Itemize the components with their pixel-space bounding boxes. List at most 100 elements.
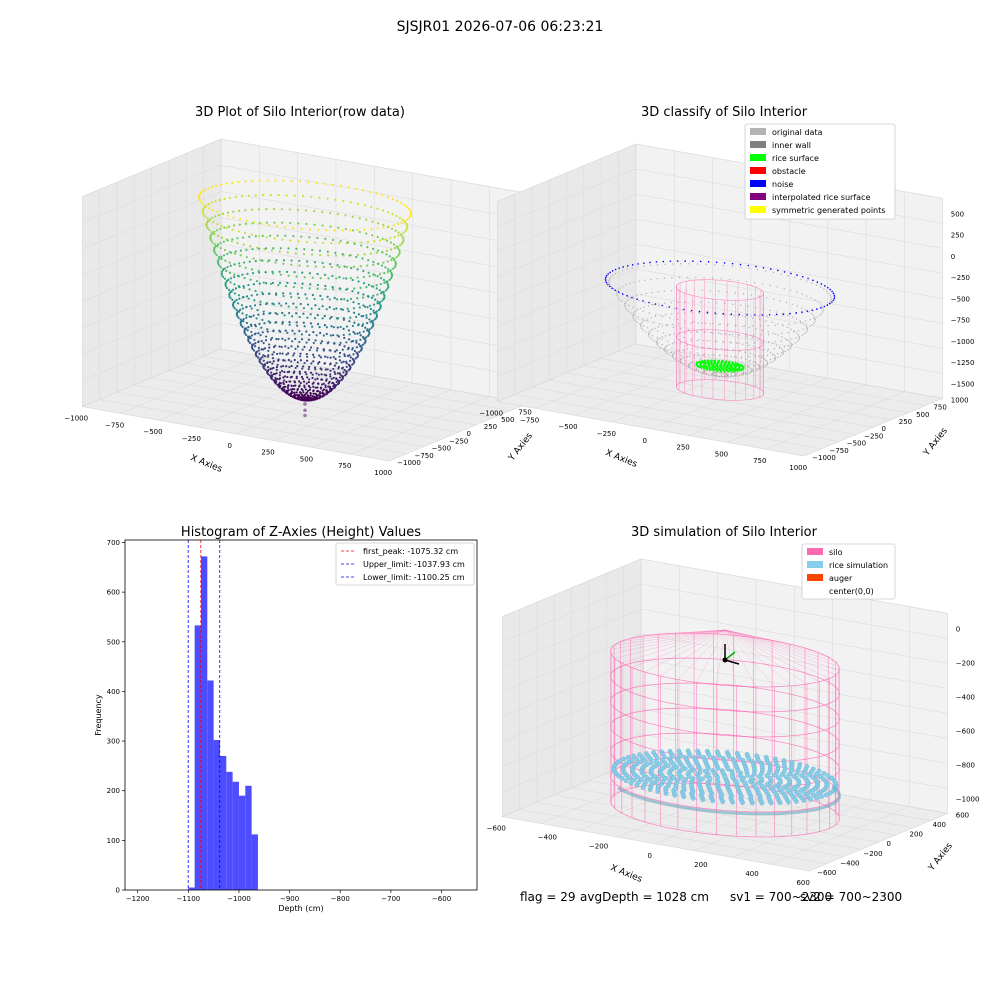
p1-bowl-point	[271, 270, 274, 273]
p4-z-tick-label: −800	[956, 761, 975, 769]
p1-bowl-point	[238, 223, 241, 226]
p4-silo-ring	[610, 632, 840, 688]
p2-original-point	[684, 363, 686, 365]
p2-rice-point	[722, 364, 725, 367]
p1-y-tick-label: 500	[501, 416, 514, 424]
p2-grid-line	[618, 350, 926, 406]
p1-bowl-point	[372, 285, 375, 288]
p1-grid-line	[203, 355, 511, 411]
p2-original-point	[761, 356, 763, 359]
p1-bowl-point	[316, 272, 319, 276]
p1-bowl-point	[245, 327, 248, 330]
p4-x-tick-label: −600	[487, 825, 506, 833]
p1-bowl-point	[298, 340, 301, 344]
p4-rice-point	[791, 773, 797, 779]
p1-bowl-point	[262, 359, 265, 362]
p1-bowl-point	[382, 292, 385, 295]
p4-rice-point	[819, 794, 825, 799]
p1-bowl-point	[270, 371, 273, 374]
p1-bowl-point	[225, 226, 229, 229]
p2-original-point	[748, 372, 750, 374]
p2-original-point	[801, 293, 803, 295]
p1-bowl-point	[295, 306, 298, 309]
p1-bowl-point	[358, 230, 361, 234]
p2-original-point	[696, 347, 699, 350]
p1-bowl-point	[340, 298, 343, 301]
p2-original-point	[683, 357, 685, 359]
p1-bowl-point	[351, 348, 354, 351]
p2-original-point	[767, 325, 769, 327]
p2-original-point	[814, 320, 816, 323]
p1-bowl-point	[406, 224, 409, 227]
p2-original-point	[636, 309, 639, 311]
p1-bowl-point	[358, 331, 361, 334]
p1-bowl-point	[282, 294, 285, 298]
p1-bowl-point	[275, 368, 278, 371]
p1-bowl-point	[299, 302, 302, 306]
p1-bowl-point	[295, 275, 298, 278]
p1-bowl-point	[309, 322, 313, 325]
p1-bowl-point	[227, 288, 231, 291]
p1-bowl-point	[285, 380, 288, 384]
p2-noise-point	[655, 261, 658, 263]
p1-bowl-point	[321, 305, 324, 308]
p2-original-point	[764, 365, 767, 367]
p4-z-tick-label: −600	[956, 727, 975, 735]
p1-bowl-point	[378, 273, 382, 276]
p2-original-point	[686, 276, 689, 279]
p1-bowl-point	[320, 373, 323, 376]
p2-original-point	[710, 331, 713, 334]
p4-rice-point	[825, 773, 831, 779]
p2-noise-point	[605, 281, 608, 284]
p1-bowl-point	[279, 371, 282, 374]
p1-bowl-point	[312, 353, 315, 356]
p1-bowl-point	[310, 253, 314, 256]
p1-bowl-point	[388, 255, 391, 258]
p2-original-point	[638, 299, 640, 302]
p1-bowl-point	[216, 223, 219, 226]
p2-original-point	[681, 358, 683, 360]
p2-z-tick-label: 0	[951, 253, 955, 261]
p2-rice-point	[734, 368, 738, 371]
p1-bowl-point	[304, 371, 307, 374]
p1-bowl-point	[409, 211, 413, 214]
p1-x-tick-label: 500	[300, 455, 313, 463]
p1-bowl-point	[261, 331, 264, 334]
p1-bowl-point	[262, 312, 265, 316]
p2-original-point	[748, 344, 750, 347]
p1-y-tick-label: 0	[466, 430, 470, 438]
p1-bowl-point	[250, 268, 254, 271]
p2-original-point	[734, 292, 737, 294]
p2-original-point	[715, 372, 718, 374]
p1-bowl-point	[332, 326, 336, 329]
p1-bowl-point	[255, 280, 259, 283]
p2-original-point	[624, 302, 626, 305]
p2-original-point	[819, 303, 821, 305]
p1-bowl-point	[269, 367, 272, 370]
p2-original-point	[610, 285, 612, 288]
p1-bowl-point	[254, 345, 257, 348]
p1-bowl-point	[370, 296, 374, 299]
p1-bowl-point	[305, 222, 308, 226]
p2-original-point	[731, 265, 733, 268]
p2-original-point	[751, 325, 754, 327]
p1-bowl-point	[281, 322, 284, 325]
p1-bowl-point	[319, 387, 323, 390]
p1-bowl-point	[348, 254, 351, 257]
p1-bowl-point	[319, 331, 322, 335]
p2-original-point	[661, 315, 664, 318]
p1-bowl-point	[320, 340, 324, 343]
p2-rice-point	[732, 364, 735, 367]
p2-original-point	[665, 306, 668, 309]
p2-original-point	[829, 300, 832, 302]
p2-original-point	[659, 314, 661, 317]
p1-bowl-point	[293, 332, 296, 335]
p2-original-point	[699, 372, 702, 374]
p1-bowl-point	[228, 291, 231, 294]
p1-bowl-point	[406, 226, 409, 229]
p1-bowl-point	[282, 262, 285, 265]
p1-bowl-point	[273, 221, 276, 224]
p4-rice-point	[779, 789, 785, 795]
p1-bowl-point	[386, 196, 389, 199]
p1-bowl-point	[274, 292, 278, 295]
